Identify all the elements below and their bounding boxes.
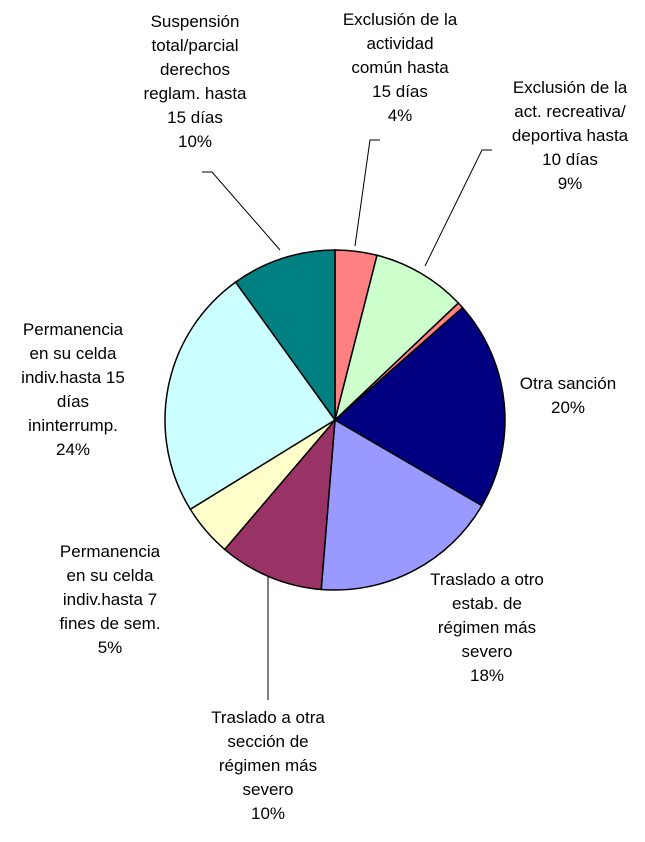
category-label: Permanencia en su celda indiv.hasta 15 d… xyxy=(21,320,125,435)
leader-line xyxy=(202,171,281,251)
slice-label: Traslado a otro estab. de régimen más se… xyxy=(387,568,587,688)
value-label: 20% xyxy=(550,398,586,417)
value-label: 18% xyxy=(469,666,505,685)
value-label: 24% xyxy=(55,440,91,459)
slice-label: Suspensión total/parcial derechos reglam… xyxy=(95,10,295,154)
slice-label: Permanencia en su celda indiv.hasta 15 d… xyxy=(0,318,173,462)
category-label: Traslado a otro estab. de régimen más se… xyxy=(430,570,544,661)
category-label: Exclusión de la actividad común hasta 15… xyxy=(342,10,458,101)
slice-label: Traslado a otra sección de régimen más s… xyxy=(168,706,368,826)
pie-slice xyxy=(320,418,483,591)
slice-label: Exclusión de la act. recreativa/ deporti… xyxy=(470,76,645,196)
value-label: 9% xyxy=(557,174,583,193)
value-label: 10% xyxy=(250,804,286,823)
pie-slice xyxy=(234,249,336,423)
leader-line xyxy=(354,139,380,247)
pie-slice xyxy=(333,254,460,423)
category-label: Traslado a otra sección de régimen más s… xyxy=(211,708,325,799)
category-label: Otra sanción xyxy=(519,374,617,393)
category-label: Suspensión total/parcial derechos reglam… xyxy=(143,12,247,127)
category-label: Permanencia en su celda indiv.hasta 7 fi… xyxy=(59,542,161,633)
value-label: 10% xyxy=(177,132,213,151)
slice-label: Permanencia en su celda indiv.hasta 7 fi… xyxy=(10,540,210,660)
value-label: 5% xyxy=(97,638,123,657)
value-label: 4% xyxy=(387,106,413,125)
pie-slice xyxy=(223,417,336,591)
slice-label: Exclusión de la actividad común hasta 15… xyxy=(300,8,500,128)
leader-line xyxy=(424,149,492,267)
slice-label: Otra sanción 20% xyxy=(468,372,645,420)
pie-slice xyxy=(164,281,337,511)
category-label: Exclusión de la act. recreativa/ deporti… xyxy=(511,78,629,169)
pie-slice xyxy=(333,306,506,507)
